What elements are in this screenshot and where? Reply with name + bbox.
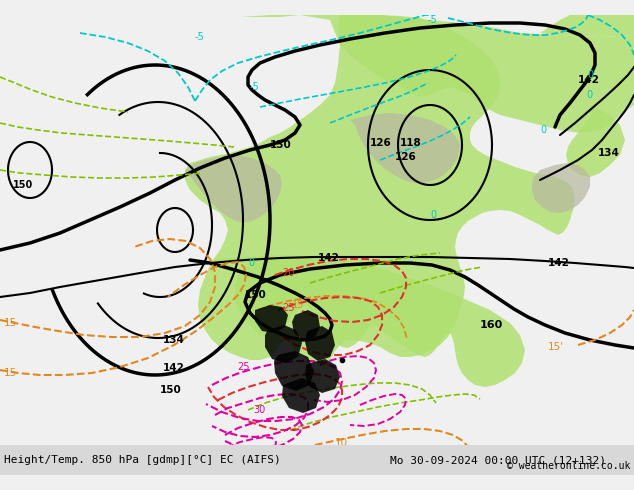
Text: 30: 30 bbox=[253, 405, 265, 415]
Polygon shape bbox=[185, 155, 282, 223]
Text: 15: 15 bbox=[4, 318, 17, 328]
Text: 142: 142 bbox=[578, 75, 600, 85]
Text: 0: 0 bbox=[540, 125, 546, 135]
Polygon shape bbox=[185, 15, 575, 365]
Text: 20: 20 bbox=[282, 268, 294, 278]
Polygon shape bbox=[265, 325, 302, 363]
Polygon shape bbox=[305, 359, 340, 393]
Text: 150: 150 bbox=[270, 140, 292, 150]
Polygon shape bbox=[274, 351, 314, 391]
Text: 150: 150 bbox=[13, 180, 33, 190]
Text: 118: 118 bbox=[400, 138, 422, 148]
Text: 15: 15 bbox=[292, 300, 304, 310]
Polygon shape bbox=[305, 326, 335, 361]
Text: 25: 25 bbox=[270, 445, 283, 455]
Polygon shape bbox=[282, 378, 320, 413]
Text: Height/Temp. 850 hPa [gdmp][°C] EC (AIFS): Height/Temp. 850 hPa [gdmp][°C] EC (AIFS… bbox=[4, 455, 281, 465]
Text: 0': 0' bbox=[587, 70, 595, 80]
Text: 10: 10 bbox=[335, 438, 348, 448]
Text: -5: -5 bbox=[428, 15, 437, 25]
Text: 134: 134 bbox=[163, 335, 185, 345]
Text: 25: 25 bbox=[282, 303, 295, 313]
Polygon shape bbox=[255, 305, 288, 333]
Text: 150: 150 bbox=[160, 385, 182, 395]
Text: 0: 0 bbox=[586, 90, 592, 100]
Text: 15: 15 bbox=[4, 368, 17, 378]
Text: 134: 134 bbox=[598, 148, 620, 158]
Text: 0: 0 bbox=[248, 258, 254, 268]
Text: 142: 142 bbox=[163, 363, 185, 373]
Bar bbox=[0, 445, 634, 475]
Polygon shape bbox=[292, 310, 320, 340]
Text: 142: 142 bbox=[318, 253, 340, 263]
Polygon shape bbox=[532, 163, 590, 213]
Text: -5: -5 bbox=[195, 32, 205, 42]
Polygon shape bbox=[566, 105, 625, 177]
Text: 160: 160 bbox=[480, 320, 503, 330]
Text: 0: 0 bbox=[430, 210, 436, 220]
Polygon shape bbox=[338, 15, 634, 133]
Text: 126: 126 bbox=[370, 138, 392, 148]
Text: 15': 15' bbox=[548, 342, 564, 352]
Polygon shape bbox=[205, 255, 525, 387]
Text: -5: -5 bbox=[250, 82, 260, 92]
Text: 25: 25 bbox=[237, 362, 250, 372]
Text: 150: 150 bbox=[245, 290, 267, 300]
Polygon shape bbox=[350, 113, 460, 183]
Polygon shape bbox=[540, 15, 634, 37]
Text: 142: 142 bbox=[548, 258, 570, 268]
Text: Mo 30-09-2024 00:00 UTC (12+132): Mo 30-09-2024 00:00 UTC (12+132) bbox=[390, 455, 606, 465]
Text: 126: 126 bbox=[395, 152, 417, 162]
Text: © weatheronline.co.uk: © weatheronline.co.uk bbox=[507, 461, 630, 471]
